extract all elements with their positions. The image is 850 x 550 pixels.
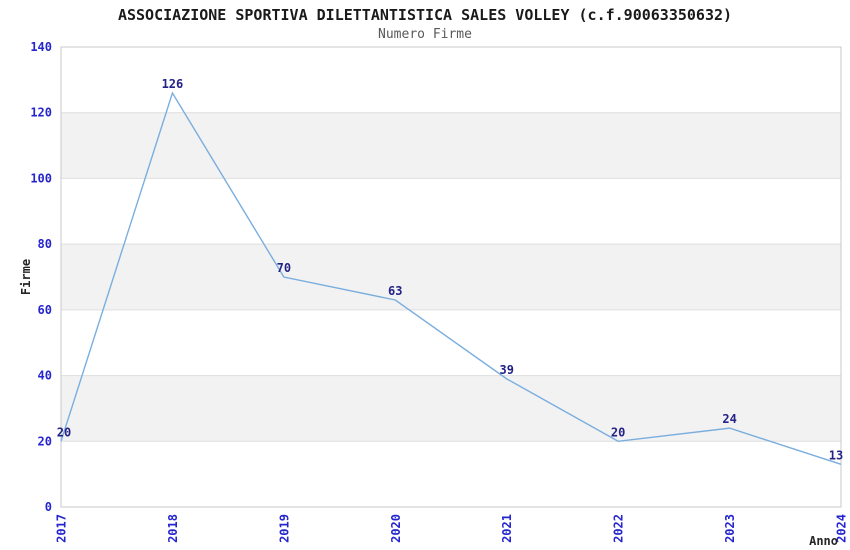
y-tick-label: 0 xyxy=(45,500,52,514)
y-tick-label: 140 xyxy=(30,40,52,54)
data-point-label: 70 xyxy=(277,261,291,275)
plot-band xyxy=(61,375,841,442)
y-tick-label: 100 xyxy=(30,171,52,185)
y-axis-label: Firme xyxy=(19,259,33,295)
x-axis-label: Anno xyxy=(809,534,838,548)
x-tick-label: 2024 xyxy=(835,514,849,543)
data-point-label: 13 xyxy=(829,448,843,462)
y-tick-label: 40 xyxy=(38,369,52,383)
x-tick-label: 2017 xyxy=(55,514,69,543)
y-tick-label: 80 xyxy=(38,237,52,251)
x-tick-label: 2023 xyxy=(723,514,737,543)
data-point-label: 126 xyxy=(162,77,184,91)
data-line xyxy=(60,91,842,465)
y-tick-label: 60 xyxy=(38,303,52,317)
data-point-label: 24 xyxy=(722,412,736,426)
plot-band xyxy=(61,112,841,179)
data-point-label: 20 xyxy=(611,425,625,439)
x-tick-label: 2018 xyxy=(166,514,180,543)
chart-title: ASSOCIAZIONE SPORTIVA DILETTANTISTICA SA… xyxy=(117,6,733,24)
data-point-label: 63 xyxy=(388,284,402,298)
y-tick-label: 120 xyxy=(30,106,52,120)
x-tick-label: 2021 xyxy=(500,514,514,543)
y-tick-label: 20 xyxy=(38,434,52,448)
x-tick-label: 2022 xyxy=(612,514,626,543)
x-tick-label: 2020 xyxy=(389,514,403,543)
chart-subtitle: Numero Firme xyxy=(378,27,472,42)
x-tick-label: 2019 xyxy=(277,514,291,543)
data-point-label: 39 xyxy=(499,363,513,377)
data-point-label: 20 xyxy=(57,425,71,439)
plot-border xyxy=(60,46,842,508)
plot-band xyxy=(61,244,841,310)
